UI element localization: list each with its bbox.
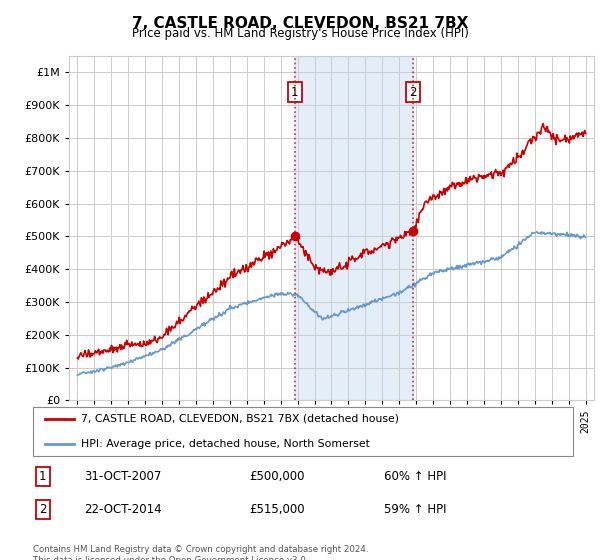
- Text: 1: 1: [291, 86, 298, 99]
- Text: £515,000: £515,000: [249, 503, 305, 516]
- Text: 2: 2: [409, 86, 417, 99]
- Text: Contains HM Land Registry data © Crown copyright and database right 2024.
This d: Contains HM Land Registry data © Crown c…: [33, 545, 368, 560]
- Text: 7, CASTLE ROAD, CLEVEDON, BS21 7BX (detached house): 7, CASTLE ROAD, CLEVEDON, BS21 7BX (deta…: [80, 414, 398, 424]
- Text: 31-OCT-2007: 31-OCT-2007: [84, 470, 161, 483]
- FancyBboxPatch shape: [33, 407, 573, 456]
- Text: HPI: Average price, detached house, North Somerset: HPI: Average price, detached house, Nort…: [80, 438, 370, 449]
- Text: Price paid vs. HM Land Registry's House Price Index (HPI): Price paid vs. HM Land Registry's House …: [131, 27, 469, 40]
- Text: 60% ↑ HPI: 60% ↑ HPI: [384, 470, 446, 483]
- Text: 2: 2: [39, 503, 46, 516]
- Text: 59% ↑ HPI: 59% ↑ HPI: [384, 503, 446, 516]
- Text: £500,000: £500,000: [249, 470, 305, 483]
- Bar: [295, 56, 413, 400]
- Text: 7, CASTLE ROAD, CLEVEDON, BS21 7BX: 7, CASTLE ROAD, CLEVEDON, BS21 7BX: [132, 16, 468, 31]
- Text: 22-OCT-2014: 22-OCT-2014: [84, 503, 162, 516]
- Text: 1: 1: [39, 470, 46, 483]
